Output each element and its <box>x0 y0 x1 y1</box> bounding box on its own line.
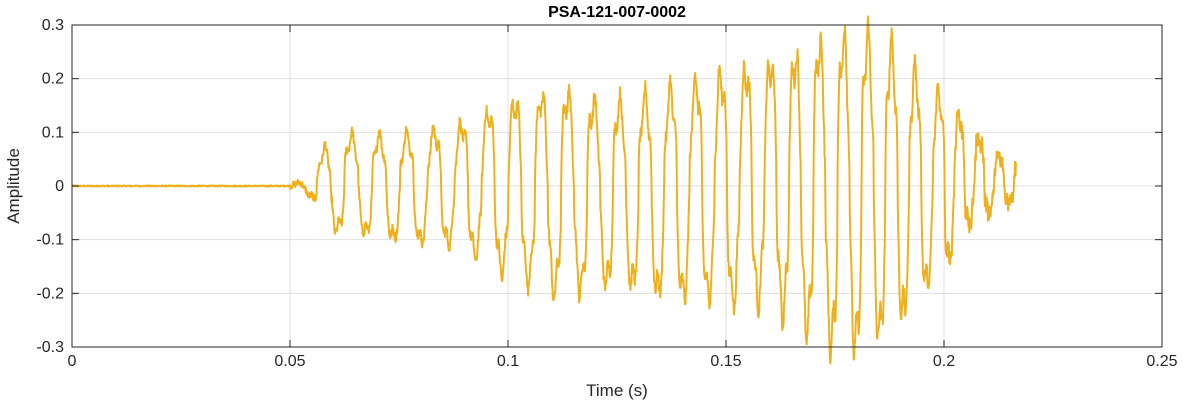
y-tick-label: -0.2 <box>36 285 64 302</box>
y-tick-label: -0.3 <box>36 339 64 356</box>
x-tick-label: 0.1 <box>497 353 519 370</box>
x-tick-label: 0.05 <box>274 353 305 370</box>
y-tick-label: 0.2 <box>42 71 64 88</box>
series-layer <box>71 15 1017 365</box>
x-tick-label: 0.25 <box>1146 353 1177 370</box>
y-axis-label: Amplitude <box>4 148 23 224</box>
y-tick-label: 0 <box>55 178 64 195</box>
y-tick-label: -0.1 <box>36 232 64 249</box>
y-tick-label: 0.1 <box>42 124 64 141</box>
x-axis: 0 0.05 0.1 0.15 0.2 0.25 <box>68 25 1178 370</box>
x-tick-label: 0.2 <box>933 353 955 370</box>
y-axis: 0.3 0.2 0.1 0 -0.1 -0.2 -0.3 <box>36 17 1162 356</box>
chart-title: PSA-121-007-0002 <box>548 4 686 21</box>
x-tick-label: 0.15 <box>710 353 741 370</box>
x-tick-label: 0 <box>68 353 77 370</box>
y-tick-label: 0.3 <box>42 17 64 34</box>
x-axis-label: Time (s) <box>586 381 648 400</box>
amplitude-series-line <box>71 15 1017 365</box>
